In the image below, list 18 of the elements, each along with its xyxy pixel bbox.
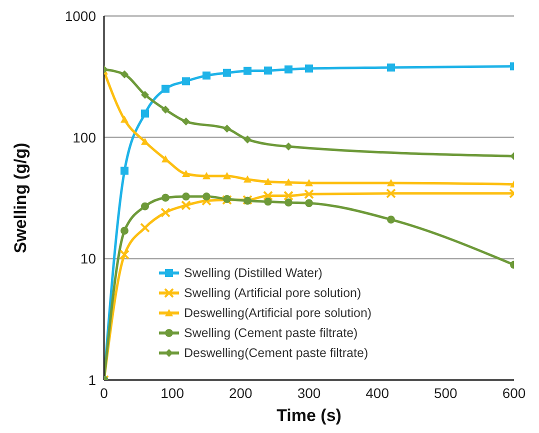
y-axis-title: Swelling (g/g) — [11, 142, 30, 254]
y-tick-label: 10 — [80, 250, 96, 267]
x-tick-label: 400 — [366, 384, 390, 401]
legend-label: Deswelling(Cement paste filtrate) — [184, 345, 368, 362]
legend-label: Swelling (Cement paste filtrate) — [184, 325, 358, 342]
y-tick-label: 1 — [88, 372, 96, 388]
legend-label: Swelling (Artificial pore solution) — [184, 285, 362, 302]
x-axis-title: Time (s) — [276, 406, 342, 425]
legend-label: Swelling (Distilled Water) — [184, 265, 322, 282]
x-tick-label: 0 — [100, 384, 108, 401]
x-tick-label: 300 — [297, 384, 321, 401]
y-tick-label: 1000 — [64, 8, 96, 24]
x-tick-label: 100 — [160, 384, 184, 401]
y-tick-label: 100 — [72, 129, 96, 146]
x-tick-label: 200 — [228, 384, 253, 401]
legend-label: Deswelling(Artificial pore solution) — [184, 305, 372, 322]
x-tick-label: 600 — [502, 384, 526, 401]
x-tick-label: 500 — [434, 384, 458, 401]
